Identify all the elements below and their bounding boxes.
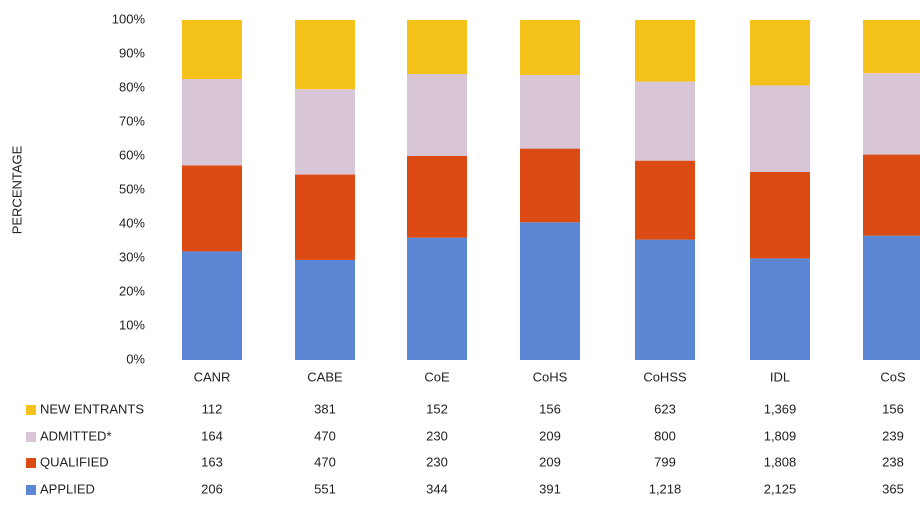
x-tick-label: CoHS <box>533 369 568 384</box>
bar-segment <box>295 20 355 90</box>
bar-segment <box>182 251 242 360</box>
legend-swatch <box>26 485 36 495</box>
table-cell: 799 <box>654 454 676 469</box>
x-tick-label: CoS <box>880 369 906 384</box>
bar-segment <box>295 174 355 260</box>
y-tick-label: 80% <box>119 79 145 94</box>
bar-segment <box>295 89 355 175</box>
bar-segment <box>295 259 355 360</box>
bar-segment <box>407 20 467 75</box>
bar-segment <box>750 85 810 172</box>
table-cell: 1,809 <box>764 428 797 443</box>
bar-segment <box>407 155 467 238</box>
y-tick-label: 70% <box>119 113 145 128</box>
y-tick-label: 100% <box>112 11 146 26</box>
bar-segment <box>182 20 242 80</box>
legend-swatch <box>26 405 36 415</box>
bar-segment <box>182 79 242 166</box>
y-tick-label: 50% <box>119 181 145 196</box>
bar-segment <box>863 235 920 360</box>
bar-segment <box>407 237 467 360</box>
legend-swatch <box>26 432 36 442</box>
table-cell: 156 <box>882 401 904 416</box>
table-cell: 381 <box>314 401 336 416</box>
y-tick-label: 90% <box>119 45 145 60</box>
bar-segment <box>750 258 810 360</box>
legend-swatch <box>26 458 36 468</box>
bar-segment <box>863 73 920 155</box>
table-cell: 209 <box>539 454 561 469</box>
bar-segment <box>750 20 810 86</box>
table-cell: 344 <box>426 481 448 496</box>
table-cell: 551 <box>314 481 336 496</box>
legend-label: ADMITTED* <box>40 428 112 443</box>
y-tick-label: 20% <box>119 283 145 298</box>
table-cell: 112 <box>202 401 223 416</box>
x-tick-label: IDL <box>770 369 790 384</box>
y-tick-label: 30% <box>119 249 145 264</box>
bar-segment <box>635 20 695 82</box>
y-tick-label: 60% <box>119 147 145 162</box>
x-tick-label: CoE <box>424 369 450 384</box>
table-cell: 230 <box>426 428 448 443</box>
table-cell: 800 <box>654 428 676 443</box>
table-cell: 238 <box>882 454 904 469</box>
table-cell: 391 <box>539 481 561 496</box>
y-axis-label: PERCENTAGE <box>9 145 24 234</box>
bar-segment <box>750 171 810 259</box>
table-cell: 163 <box>201 454 223 469</box>
table-cell: 1,218 <box>649 481 682 496</box>
bar-segment <box>635 160 695 240</box>
table-cell: 1,369 <box>764 401 797 416</box>
table-cell: 239 <box>882 428 904 443</box>
table-cell: 365 <box>882 481 904 496</box>
bar-segment <box>520 20 580 75</box>
table-cell: 470 <box>314 428 336 443</box>
y-tick-label: 40% <box>119 215 145 230</box>
bar-segment <box>407 74 467 156</box>
bar-segment <box>520 74 580 149</box>
table-cell: 470 <box>314 454 336 469</box>
table-cell: 206 <box>201 481 223 496</box>
table-cell: 230 <box>426 454 448 469</box>
bar-segment <box>863 20 920 74</box>
table-cell: 209 <box>539 428 561 443</box>
legend-label: APPLIED <box>40 481 95 496</box>
table-cell: 2,125 <box>764 481 797 496</box>
bar-segment <box>863 154 920 236</box>
bar-segment <box>520 148 580 223</box>
y-tick-label: 10% <box>119 317 145 332</box>
table-cell: 623 <box>654 401 676 416</box>
table-cell: 1,808 <box>764 454 797 469</box>
bar-segment <box>520 222 580 360</box>
table-cell: 156 <box>539 401 561 416</box>
bar-segment <box>182 165 242 252</box>
x-tick-label: CANR <box>194 369 231 384</box>
x-tick-label: CABE <box>307 369 343 384</box>
table-cell: 152 <box>426 401 448 416</box>
legend-label: QUALIFIED <box>40 454 109 469</box>
bar-segment <box>635 81 695 161</box>
table-cell: 164 <box>201 428 223 443</box>
bar-segment <box>635 239 695 360</box>
legend-label: NEW ENTRANTS <box>40 401 144 416</box>
x-tick-label: CoHSS <box>643 369 687 384</box>
y-tick-label: 0% <box>126 351 145 366</box>
